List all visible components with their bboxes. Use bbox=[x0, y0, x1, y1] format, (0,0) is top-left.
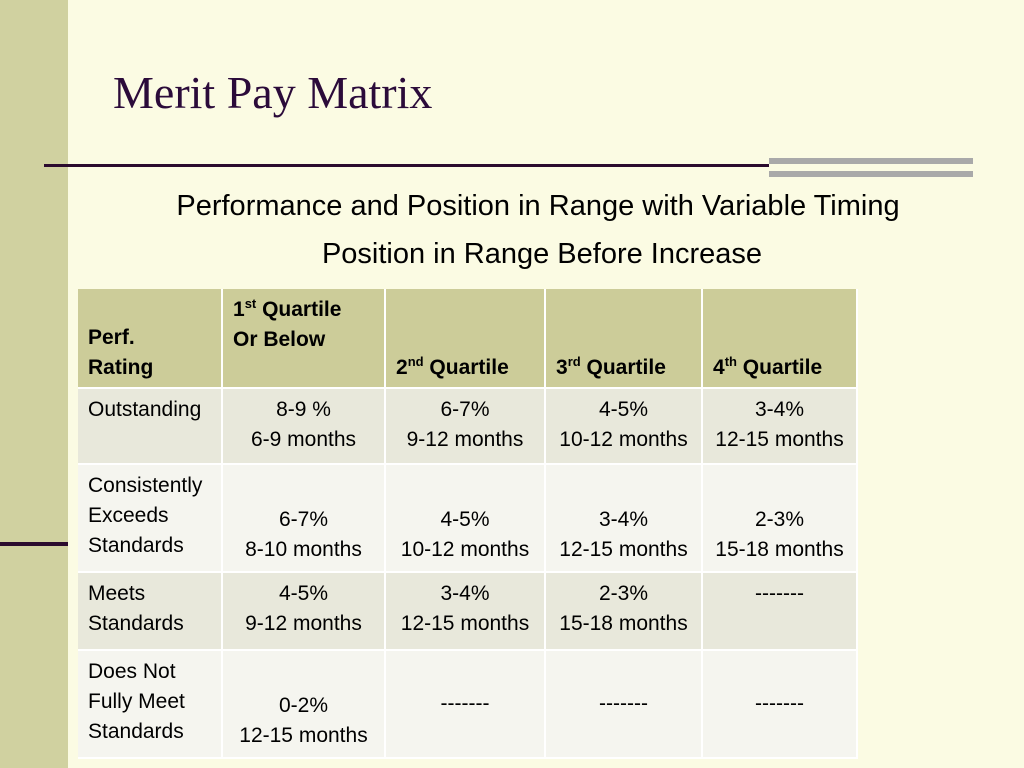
timing-months: 15-18 months bbox=[559, 612, 688, 635]
rating-cell: Consistently Exceeds Standards bbox=[78, 465, 223, 573]
rating-line: Standards bbox=[88, 612, 184, 635]
increase-percent: 2-3% bbox=[754, 508, 805, 531]
matrix-cell: 3-4% 12-15 months bbox=[703, 389, 858, 465]
matrix-cell: 6-7% 8-10 months bbox=[223, 465, 386, 573]
header-q3-sup: rd bbox=[567, 354, 581, 369]
title-divider bbox=[44, 164, 769, 167]
header-q1: 1st Quartile Or Below bbox=[223, 289, 386, 389]
table-row-meets-standards: Meets Standards 4-5% 9-12 months 3-4% 12… bbox=[78, 573, 858, 651]
matrix-cell-empty: ------- bbox=[703, 573, 858, 651]
increase-percent: 0-2% bbox=[278, 694, 329, 717]
header-q2-num: 2 bbox=[396, 356, 408, 379]
increase-percent: 3-4% bbox=[754, 398, 805, 421]
increase-percent: 4-5% bbox=[440, 508, 490, 531]
timing-months: 12-15 months bbox=[239, 724, 368, 747]
header-q2-rest: Quartile bbox=[423, 356, 509, 379]
no-increase-dash: ------- bbox=[440, 692, 490, 715]
table-row-does-not-fully-meet: Does Not Fully Meet Standards 0-2% 12-15… bbox=[78, 651, 858, 759]
matrix-cell: 2-3% 15-18 months bbox=[703, 465, 858, 573]
timing-months: 15-18 months bbox=[715, 538, 844, 561]
header-q3-num: 3 bbox=[556, 356, 568, 379]
rating-line: Fully Meet bbox=[88, 690, 185, 713]
rating-line: Consistently bbox=[88, 474, 203, 497]
timing-months: 9-12 months bbox=[406, 428, 524, 451]
header-q4: 4th Quartile bbox=[703, 289, 858, 389]
rating-line: Standards bbox=[88, 534, 184, 557]
header-q4-num: 4 bbox=[713, 356, 725, 379]
rating-line: Outstanding bbox=[88, 398, 202, 421]
timing-months: 10-12 months bbox=[559, 428, 688, 451]
title-divider-gray-top bbox=[769, 158, 973, 164]
rating-line: Standards bbox=[88, 720, 184, 743]
no-increase-dash: ------- bbox=[755, 692, 804, 715]
header-q3-rest: Quartile bbox=[580, 356, 666, 379]
header-q2-sup: nd bbox=[407, 354, 424, 369]
rating-line: Does Not bbox=[88, 660, 176, 683]
merit-pay-table: Perf. Rating 1st Quartile Or Below 2nd Q… bbox=[78, 289, 858, 759]
matrix-cell-empty: ------- bbox=[546, 651, 703, 759]
rating-cell: Does Not Fully Meet Standards bbox=[78, 651, 223, 759]
header-q2: 2nd Quartile bbox=[386, 289, 546, 389]
increase-percent: 2-3% bbox=[598, 582, 649, 605]
header-q3: 3rd Quartile bbox=[546, 289, 703, 389]
slide-title: Merit Pay Matrix bbox=[113, 67, 433, 118]
rating-line: Meets bbox=[88, 582, 146, 605]
matrix-cell-empty: ------- bbox=[386, 651, 546, 759]
timing-months: 8-10 months bbox=[245, 538, 362, 561]
matrix-cell: 6-7% 9-12 months bbox=[386, 389, 546, 465]
rating-line: Exceeds bbox=[88, 504, 169, 527]
title-divider-gray-bottom bbox=[769, 171, 973, 177]
left-decorative-bar bbox=[0, 0, 68, 768]
header-rating-line1: Perf. bbox=[88, 326, 135, 349]
table-row-outstanding: Outstanding 8-9 % 6-9 months 6-7% 9-12 m… bbox=[78, 389, 858, 465]
matrix-cell: 3-4% 12-15 months bbox=[386, 573, 546, 651]
matrix-cell-empty: ------- bbox=[703, 651, 858, 759]
table-row-consistently-exceeds: Consistently Exceeds Standards 6-7% 8-10… bbox=[78, 465, 858, 573]
header-q1-sup: st bbox=[244, 296, 257, 311]
header-q1-num: 1 bbox=[233, 298, 245, 321]
subtitle-performance: Performance and Position in Range with V… bbox=[176, 190, 900, 222]
increase-percent: 8-9 % bbox=[276, 398, 331, 421]
timing-months: 12-15 months bbox=[400, 612, 530, 635]
header-q4-sup: th bbox=[724, 354, 737, 369]
matrix-cell: 8-9 % 6-9 months bbox=[223, 389, 386, 465]
matrix-cell: 3-4% 12-15 months bbox=[546, 465, 703, 573]
increase-percent: 4-5% bbox=[278, 582, 329, 605]
timing-months: 10-12 months bbox=[400, 538, 530, 561]
header-rating-line2: Rating bbox=[88, 356, 154, 379]
increase-percent: 3-4% bbox=[598, 508, 649, 531]
matrix-cell: 2-3% 15-18 months bbox=[546, 573, 703, 651]
header-q4-rest: Quartile bbox=[736, 356, 823, 379]
left-accent-line bbox=[0, 542, 68, 546]
timing-months: 12-15 months bbox=[715, 428, 844, 451]
timing-months: 6-9 months bbox=[250, 428, 357, 451]
header-q1-line2: Or Below bbox=[233, 328, 326, 351]
rating-cell: Outstanding bbox=[78, 389, 223, 465]
header-perf-rating: Perf. Rating bbox=[78, 289, 223, 389]
increase-percent: 6-7% bbox=[440, 398, 490, 421]
increase-percent: 3-4% bbox=[440, 582, 490, 605]
no-increase-dash: ------- bbox=[755, 582, 804, 605]
rating-cell: Meets Standards bbox=[78, 573, 223, 651]
timing-months: 9-12 months bbox=[245, 612, 362, 635]
table-header-row: Perf. Rating 1st Quartile Or Below 2nd Q… bbox=[78, 289, 858, 389]
no-increase-dash: ------- bbox=[599, 692, 648, 715]
increase-percent: 6-7% bbox=[278, 508, 329, 531]
header-q1-rest: Quartile bbox=[256, 298, 342, 321]
matrix-cell: 4-5% 9-12 months bbox=[223, 573, 386, 651]
timing-months: 12-15 months bbox=[559, 538, 688, 561]
matrix-cell: 4-5% 10-12 months bbox=[546, 389, 703, 465]
matrix-cell: 4-5% 10-12 months bbox=[386, 465, 546, 573]
increase-percent: 4-5% bbox=[598, 398, 649, 421]
subtitle-position: Position in Range Before Increase bbox=[321, 238, 763, 270]
matrix-cell: 0-2% 12-15 months bbox=[223, 651, 386, 759]
